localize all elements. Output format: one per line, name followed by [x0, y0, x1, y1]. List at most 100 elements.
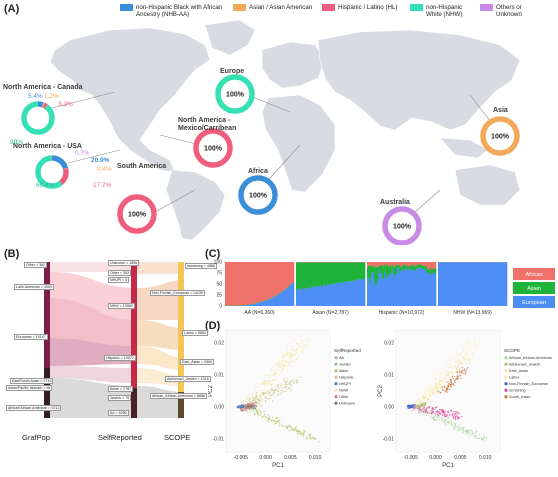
bar-segment	[361, 279, 363, 306]
scatter-point	[419, 401, 421, 404]
scatter-point	[269, 393, 271, 395]
scatter-point	[290, 379, 293, 382]
scatter-point	[247, 411, 249, 414]
scatter-point	[450, 421, 453, 423]
ytick-label: 0.02	[384, 340, 394, 346]
scatter-point	[317, 440, 320, 443]
scatter-point	[289, 356, 292, 359]
sankey-left-node-1: Latin American = 4909	[14, 284, 54, 290]
scatter-point	[429, 412, 431, 415]
scatter-point	[445, 379, 447, 382]
scatter-point	[444, 414, 446, 416]
scatter-point	[458, 365, 460, 368]
bar-segment	[378, 266, 380, 270]
scatter-point	[447, 417, 449, 419]
bar-segment	[285, 262, 288, 289]
scatter-point	[255, 405, 258, 408]
scatter-point	[454, 422, 456, 425]
bar-segment	[280, 262, 282, 293]
bar-segment	[379, 273, 382, 306]
donut-hole	[387, 211, 417, 241]
scatter-point	[290, 389, 292, 392]
scatter-point	[429, 405, 431, 408]
scatter-point	[249, 396, 251, 398]
scatter-point	[414, 407, 417, 409]
scatter-point	[429, 390, 431, 393]
scatter-point	[280, 393, 282, 396]
scatter-point	[428, 385, 430, 387]
scatter-point	[407, 407, 409, 410]
bar-segment	[284, 262, 287, 289]
bar-segment	[369, 265, 371, 285]
scatter-point	[264, 390, 267, 393]
scatter-point	[301, 341, 304, 343]
donut-center-label: 100%	[128, 212, 147, 219]
bar-segment	[342, 282, 344, 306]
bar-segment	[302, 262, 305, 288]
scatter-point	[282, 391, 284, 393]
scatter-point	[446, 370, 448, 372]
bar-segment	[372, 272, 375, 306]
scatter-point	[420, 403, 423, 406]
bar-segment	[391, 272, 393, 306]
donut-hole	[220, 79, 250, 109]
bar-segment	[416, 262, 418, 266]
donut-africa: 100%	[238, 175, 278, 215]
scatter-point	[472, 347, 474, 349]
scatter-point	[271, 383, 274, 385]
donut-segment	[215, 74, 255, 114]
bar-segment	[285, 288, 288, 306]
scatter-point	[435, 414, 437, 416]
bar-segment	[400, 270, 402, 306]
bar-segment	[390, 262, 392, 265]
bar-segment	[417, 268, 420, 306]
legend-swatch	[120, 4, 133, 11]
scatter-point	[459, 423, 461, 426]
sankey-left-node-0: Other = 362	[24, 262, 48, 268]
scatter-point	[290, 384, 293, 386]
bar-segment	[358, 279, 360, 306]
scatter-point	[407, 406, 409, 408]
scatter-point	[282, 355, 284, 357]
bar-segment	[419, 264, 422, 269]
scatter-point	[474, 345, 476, 348]
scatter-point	[423, 404, 425, 406]
bar-segment	[495, 262, 497, 306]
bar-segment	[470, 262, 472, 306]
leader-line	[154, 189, 196, 213]
legend-swatch	[322, 4, 335, 11]
scatter-point	[457, 362, 460, 364]
bar-segment	[309, 262, 312, 289]
scatter-point	[433, 418, 435, 421]
donut-segment	[382, 206, 422, 245]
scatter-point	[283, 425, 285, 427]
scatter-point	[284, 354, 287, 356]
scatter-point	[294, 429, 296, 431]
scatter-point	[256, 402, 259, 405]
scatter-point	[463, 347, 465, 350]
bar-segment	[414, 265, 416, 271]
scatter-point	[248, 399, 250, 402]
scatter-point	[263, 392, 265, 394]
scatter-point	[285, 352, 287, 355]
scatter-point	[449, 362, 452, 365]
scatter-point	[250, 401, 253, 404]
bar-segment	[310, 262, 313, 287]
bar-segment	[302, 287, 305, 306]
bar-segment	[471, 262, 473, 306]
bar-segment	[331, 262, 334, 284]
bar-segment	[321, 262, 323, 287]
scatter-point	[255, 398, 257, 400]
bar-segment	[432, 273, 434, 306]
bar-segment	[363, 279, 366, 306]
scatter-point	[426, 397, 429, 400]
scatter-point	[435, 387, 437, 390]
bar-segment	[292, 282, 295, 306]
bar-segment	[304, 262, 306, 290]
scatter-point	[286, 380, 288, 382]
scatter-point	[277, 369, 280, 371]
scatter-point	[435, 384, 438, 386]
scatter-point	[268, 417, 271, 420]
scatter-point	[271, 389, 273, 392]
legend-dot	[504, 395, 508, 399]
